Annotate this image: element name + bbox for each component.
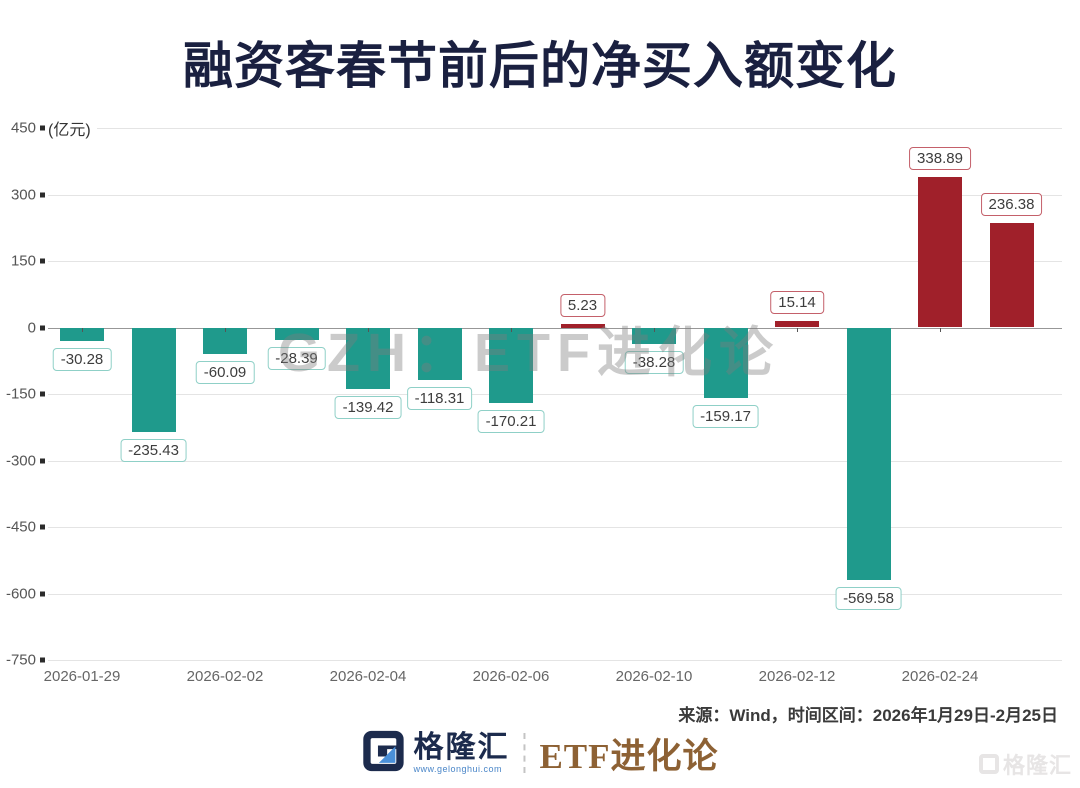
x-axis-tick — [225, 327, 226, 332]
bar-value-label: 236.38 — [980, 192, 1043, 216]
y-axis-tick-marker — [40, 325, 45, 330]
x-axis-label: 2026-02-12 — [758, 668, 836, 685]
y-axis-tick-marker — [40, 391, 45, 397]
bar-negative — [417, 327, 462, 380]
bar-value-label: 5.23 — [559, 293, 606, 317]
bar-negative — [346, 327, 390, 390]
bar-negative — [489, 327, 533, 403]
channel-name: ETF进化论 — [539, 736, 719, 776]
brand-text: 格隆汇 www.gelonghui.com — [413, 730, 510, 774]
y-axis-tick-label: 0 — [27, 319, 36, 336]
gridline — [48, 593, 1062, 595]
bar-value-label: -28.39 — [267, 347, 326, 371]
x-axis-label: 2026-02-24 — [901, 668, 979, 685]
x-axis-tick — [82, 327, 83, 332]
bar-value-label: -38.28 — [624, 351, 684, 375]
bar-value-label: 15.14 — [770, 290, 824, 314]
x-axis-label: 2026-02-02 — [186, 668, 264, 685]
y-axis-tick-marker — [40, 125, 45, 131]
y-axis-tick-label: 450 — [10, 119, 36, 137]
bar-value-label: -569.58 — [835, 587, 902, 610]
y-axis-tick-label: 150 — [10, 252, 36, 270]
bar-value-label: -159.17 — [692, 405, 759, 429]
y-axis-tick-marker — [40, 258, 45, 264]
x-axis-label: 2026-02-06 — [472, 668, 550, 685]
bar-negative — [632, 327, 676, 345]
bar-value-label: -118.31 — [406, 386, 473, 410]
brand-site: www.gelonghui.com — [413, 763, 503, 774]
footer-branding: 格隆汇 www.gelonghui.com ETF进化论 — [361, 727, 718, 779]
bar-value-label: 338.89 — [909, 147, 971, 171]
bar-negative — [703, 327, 748, 399]
gridline — [48, 394, 1062, 395]
gridline — [48, 261, 1062, 262]
corner-watermark: 格隆汇 — [978, 748, 1072, 780]
bar-positive — [989, 222, 1034, 328]
bar-negative — [60, 327, 104, 341]
gridline — [48, 128, 1062, 129]
x-axis-label: 2026-01-29 — [43, 668, 121, 685]
gelonghui-logo-watermark-icon — [978, 754, 999, 774]
brand-block: 格隆汇 www.gelonghui.com — [361, 729, 509, 778]
bar-value-label: -60.09 — [195, 361, 255, 385]
y-axis-tick-marker — [40, 192, 45, 197]
y-axis-tick-label: -300 — [5, 452, 36, 469]
bar-positive — [775, 320, 819, 328]
gridline — [48, 527, 1062, 528]
x-axis-label: 2026-02-10 — [615, 668, 693, 685]
x-axis-tick — [654, 327, 655, 332]
footer-divider — [523, 733, 526, 773]
y-axis-tick-label: -150 — [5, 385, 36, 403]
y-axis-tick-marker — [40, 524, 45, 530]
gridline — [48, 194, 1062, 196]
bar-value-label: -30.28 — [52, 347, 112, 371]
y-axis-unit-label: (亿元) — [48, 116, 97, 140]
x-axis-tick — [797, 327, 798, 332]
x-axis-label: 2026-02-04 — [329, 668, 407, 685]
x-axis-tick — [940, 327, 941, 332]
center-watermark: GZH：ETF进化论 — [278, 323, 780, 383]
bar-value-label: -139.42 — [334, 396, 402, 420]
x-axis-tick — [368, 327, 369, 332]
bar-negative — [846, 327, 891, 580]
corner-watermark-text: 格隆汇 — [1002, 753, 1072, 778]
y-axis-tick-marker — [40, 591, 45, 596]
y-axis-tick-label: -750 — [5, 651, 36, 669]
bar-positive — [918, 177, 962, 328]
zero-axis-line — [48, 327, 1062, 329]
y-axis-tick-label: -450 — [5, 518, 36, 536]
bar-value-label: -170.21 — [477, 409, 545, 433]
source-note: 来源：Wind，时间区间：2026年1月29日-2月25日 — [678, 706, 1058, 725]
bar-negative — [131, 327, 176, 432]
bar-negative — [274, 327, 319, 341]
bar-value-label: -235.43 — [120, 438, 187, 462]
bar-positive — [560, 323, 605, 328]
gridline — [48, 460, 1062, 462]
chart-title: 融资客春节前后的净买入额变化 — [183, 38, 897, 94]
y-axis-tick-marker — [40, 657, 45, 663]
brand-name: 格隆汇 — [413, 730, 510, 764]
y-axis-tick-marker — [40, 458, 45, 463]
gridline — [48, 660, 1062, 661]
y-axis-tick-label: 300 — [10, 186, 36, 203]
y-axis-tick-label: -600 — [5, 585, 36, 602]
x-axis-tick — [511, 327, 512, 332]
bar-negative — [203, 327, 247, 355]
gelonghui-logo-icon — [361, 729, 405, 778]
